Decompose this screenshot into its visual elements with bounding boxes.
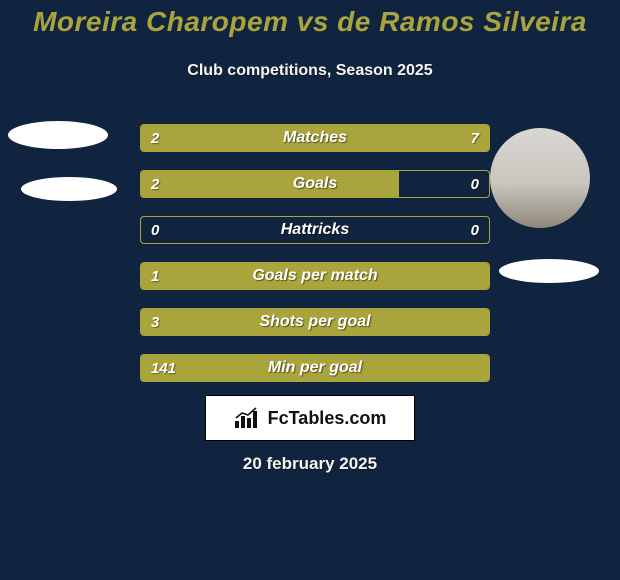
date-text: 20 february 2025 [0, 454, 620, 474]
stat-row: Goals per match1 [140, 262, 490, 290]
stat-value-left: 1 [151, 263, 159, 289]
stat-label: Matches [141, 125, 489, 151]
brand-box: FcTables.com [205, 395, 415, 441]
stat-row: Goals2 0 [140, 170, 490, 198]
stat-row: Min per goal141 [140, 354, 490, 382]
stat-label: Hattricks [141, 217, 489, 243]
stat-value-right: 7 [471, 125, 479, 151]
subtitle: Club competitions, Season 2025 [0, 62, 620, 80]
stat-value-left: 3 [151, 309, 159, 335]
stat-row: Hattricks0 0 [140, 216, 490, 244]
stat-value-left: 2 [151, 171, 159, 197]
stat-value-left: 141 [151, 355, 176, 381]
brand-chart-icon [234, 407, 260, 429]
decorative-ellipse [21, 177, 117, 201]
stat-row: Shots per goal3 [140, 308, 490, 336]
stat-row: Matches2 7 [140, 124, 490, 152]
stat-label: Goals per match [141, 263, 489, 289]
comparison-infographic: Moreira Charopem vs de Ramos Silveira Cl… [0, 0, 620, 580]
page-title: Moreira Charopem vs de Ramos Silveira [0, 6, 620, 38]
stat-label: Min per goal [141, 355, 489, 381]
decorative-ellipse [499, 259, 599, 283]
avatar-placeholder [490, 128, 590, 228]
stat-label: Shots per goal [141, 309, 489, 335]
stat-value-right: 0 [471, 171, 479, 197]
player-avatar-right [490, 128, 590, 228]
decorative-ellipse [8, 121, 108, 149]
brand-text: FcTables.com [268, 408, 387, 429]
stat-value-left: 2 [151, 125, 159, 151]
comparison-bars: Matches27Goals20Hattricks00Goals per mat… [140, 124, 490, 400]
stat-label: Goals [141, 171, 489, 197]
stat-value-right: 0 [471, 217, 479, 243]
stat-value-left: 0 [151, 217, 159, 243]
